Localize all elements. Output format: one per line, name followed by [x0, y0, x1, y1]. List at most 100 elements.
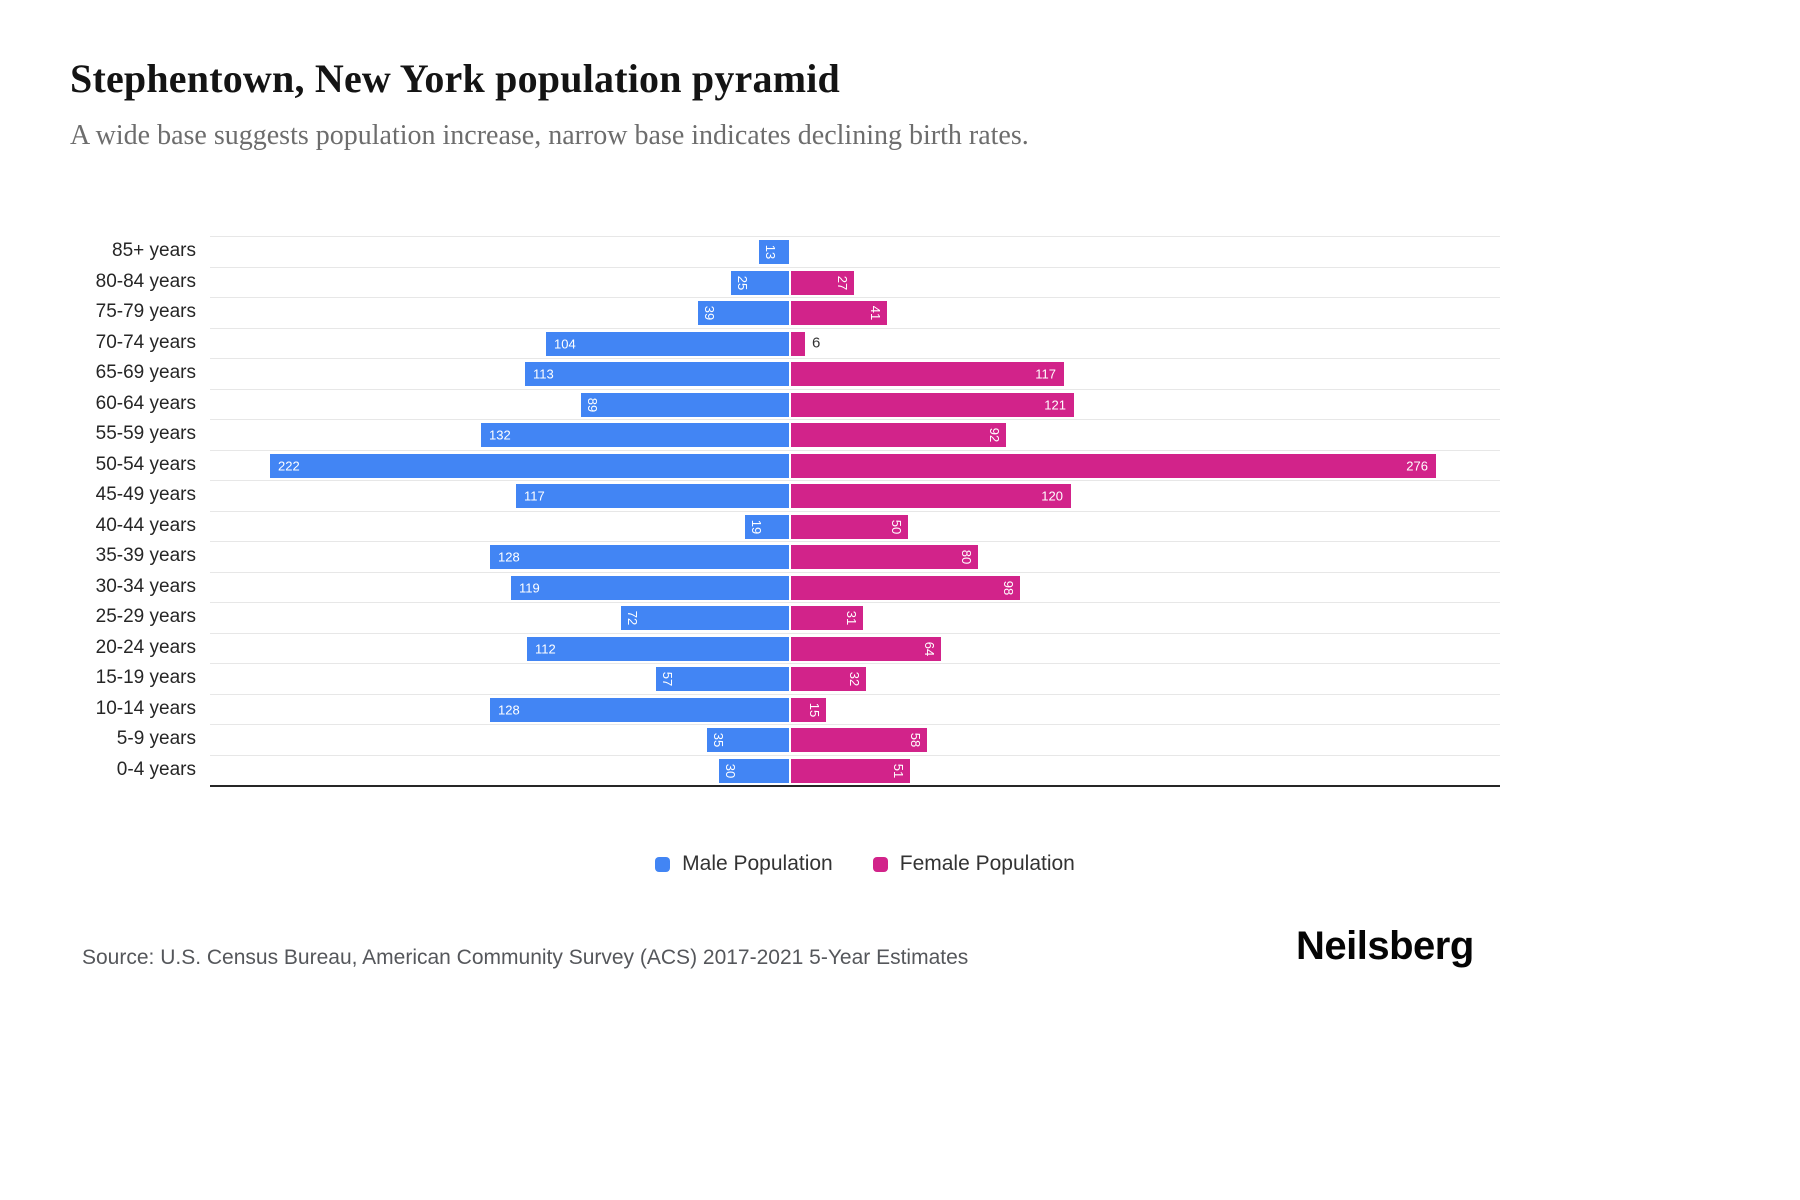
male-bar[interactable]: 89 — [581, 392, 789, 417]
bars-track: 117 120 — [210, 480, 1500, 511]
age-group-label: 65-69 years — [95, 362, 196, 383]
age-group-label: 30-34 years — [95, 575, 196, 597]
age-group-label: 60-64 years — [95, 392, 196, 414]
age-group-label: 5-9 years — [116, 728, 196, 749]
bar-value-label: 117 — [524, 488, 545, 504]
bar-value-label: 104 — [554, 336, 576, 351]
bar-value-label: 31 — [844, 610, 859, 626]
male-bar[interactable]: 132 — [481, 423, 789, 447]
female-bar[interactable]: 120 — [791, 484, 1071, 508]
female-bar[interactable]: 32 — [791, 667, 866, 691]
male-bar[interactable]: 35 — [707, 728, 789, 752]
male-bar[interactable]: 57 — [656, 667, 789, 691]
pyramid-plot: 85+ years 13 80-84 years 25 27 75-79 years 39 4… — [70, 236, 1500, 785]
bar-value-label: 80 — [959, 549, 974, 565]
age-group-label: 35-39 years — [95, 545, 196, 566]
male-bar[interactable]: 25 — [731, 270, 789, 295]
population-pyramid-chart: 85+ years 13 80-84 years 25 27 75-79 years 39 4… — [70, 236, 1500, 787]
male-bar[interactable]: 104 — [546, 331, 789, 356]
male-bar[interactable]: 72 — [621, 606, 789, 630]
age-group-label: 40-44 years — [95, 514, 196, 536]
pyramid-row: 45-49 years 117 120 — [70, 480, 1500, 511]
bars-track: 39 41 — [210, 297, 1500, 328]
pyramid-row: 70-74 years 104 6 — [70, 327, 1500, 359]
female-bar[interactable]: 15 — [791, 697, 826, 722]
pyramid-row: 10-14 years 128 15 — [70, 693, 1500, 725]
bars-track: 113 117 — [210, 358, 1500, 389]
male-bar[interactable]: 19 — [745, 514, 789, 539]
male-bar[interactable]: 113 — [525, 362, 789, 386]
female-bar[interactable]: 58 — [791, 728, 927, 752]
female-bar[interactable]: 64 — [791, 636, 941, 661]
bars-track: 35 58 — [210, 724, 1500, 755]
legend-item-male[interactable]: Male Population — [655, 852, 833, 876]
bar-value-label: 276 — [1406, 458, 1428, 473]
bar-value-label: 35 — [711, 732, 726, 748]
bars-track: 132 92 — [210, 419, 1500, 450]
pyramid-row: 15-19 years 57 32 — [70, 663, 1500, 694]
bar-value-label: 119 — [519, 580, 540, 595]
chart-title: Stephentown, New York population pyramid — [70, 56, 840, 101]
bar-value-label: 15 — [807, 702, 822, 717]
female-bar[interactable]: 27 — [791, 270, 854, 295]
bar-value-label: 41 — [868, 305, 883, 321]
female-bar[interactable]: 41 — [791, 301, 887, 325]
female-bar[interactable]: 31 — [791, 606, 863, 630]
bar-value-label: 128 — [498, 549, 520, 565]
bar-value-label: 128 — [498, 702, 520, 717]
female-bar[interactable]: 117 — [791, 362, 1064, 386]
female-bar[interactable]: 98 — [791, 575, 1020, 600]
pyramid-row: 0-4 years 30 51 — [70, 754, 1500, 786]
bar-value-label: 92 — [987, 427, 1002, 443]
age-group-label: 75-79 years — [95, 301, 196, 322]
bar-value-label: 98 — [1001, 580, 1016, 595]
bar-value-label: 132 — [489, 427, 511, 443]
pyramid-row: 80-84 years 25 27 — [70, 266, 1500, 298]
bar-value-label: 27 — [835, 275, 850, 290]
x-axis-line — [210, 785, 1500, 787]
bar-value-label: 112 — [535, 641, 556, 656]
female-bar[interactable]: 276 — [791, 453, 1436, 478]
female-bar[interactable]: 80 — [791, 545, 978, 569]
bar-value-label: 121 — [1044, 397, 1066, 412]
male-bar[interactable]: 112 — [527, 636, 789, 661]
bar-value-label: 51 — [891, 763, 906, 778]
male-bar[interactable]: 13 — [759, 240, 789, 264]
female-bar[interactable]: 92 — [791, 423, 1006, 447]
legend-swatch-male-icon — [655, 856, 671, 872]
age-group-label: 45-49 years — [95, 484, 196, 505]
male-bar[interactable]: 128 — [490, 545, 789, 569]
age-group-label: 55-59 years — [95, 423, 196, 444]
legend-item-female[interactable]: Female Population — [872, 852, 1075, 876]
bar-value-label: 120 — [1041, 488, 1063, 504]
bar-value-label: 117 — [1035, 366, 1056, 382]
bar-value-label: 57 — [660, 671, 675, 687]
pyramid-row: 85+ years 13 — [70, 236, 1500, 267]
male-bar[interactable]: 128 — [490, 697, 789, 722]
age-group-label: 85+ years — [112, 240, 196, 261]
male-bar[interactable]: 222 — [270, 453, 789, 478]
male-bar[interactable]: 39 — [698, 301, 789, 325]
bar-value-label: 30 — [723, 763, 738, 778]
pyramid-row: 25-29 years 72 31 — [70, 602, 1500, 633]
chart-subtitle: A wide base suggests population increase… — [70, 120, 1029, 151]
bars-track: 13 — [210, 236, 1500, 267]
bar-value-label: 13 — [763, 244, 778, 260]
female-bar[interactable]: 51 — [791, 758, 910, 783]
pyramid-row: 5-9 years 35 58 — [70, 724, 1500, 755]
bar-value-label: 32 — [847, 671, 862, 687]
bars-track: 128 80 — [210, 541, 1500, 572]
female-bar[interactable]: 50 — [791, 514, 908, 539]
male-bar[interactable]: 119 — [511, 575, 789, 600]
bars-track: 19 50 — [210, 510, 1500, 542]
female-bar[interactable]: 121 — [791, 392, 1074, 417]
bars-track: 25 27 — [210, 266, 1500, 298]
male-bar[interactable]: 30 — [719, 758, 789, 783]
age-group-label: 20-24 years — [95, 636, 196, 658]
female-bar[interactable] — [791, 331, 805, 356]
male-bar[interactable]: 117 — [516, 484, 789, 508]
bar-value-label: 113 — [533, 366, 554, 382]
bars-track: 30 51 — [210, 754, 1500, 786]
bar-value-label: 89 — [585, 397, 600, 412]
